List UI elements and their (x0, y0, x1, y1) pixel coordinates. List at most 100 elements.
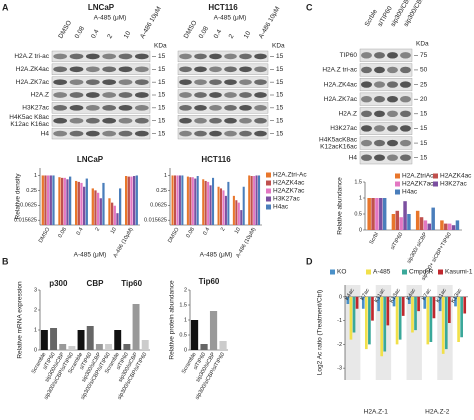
x-tick-label: 2 (95, 227, 102, 233)
legend-swatch (366, 269, 371, 275)
bar (125, 176, 128, 225)
x-tick-label: 0.08 (185, 227, 196, 239)
bar (232, 195, 235, 225)
row-label: TIP60 (340, 52, 358, 59)
band (254, 79, 267, 85)
row-label: K12acK16ac (320, 143, 358, 150)
band (102, 66, 117, 73)
band (134, 79, 149, 85)
band (118, 117, 133, 124)
y-tick-label: 2 (34, 307, 37, 313)
panel-letter: D (306, 256, 313, 266)
bar (248, 175, 251, 225)
bar (395, 210, 400, 230)
band (209, 53, 222, 60)
bar (58, 177, 61, 225)
blot-strip (359, 107, 413, 121)
bar (41, 175, 44, 225)
x-tick-label: K4ac (406, 288, 418, 302)
band (361, 139, 372, 147)
bar (97, 192, 100, 225)
bar (61, 177, 64, 225)
blot-strip (359, 121, 413, 135)
y-axis-label: Relative protein abundance (169, 280, 176, 360)
marker-label: 15 (276, 105, 284, 112)
band (387, 66, 398, 74)
band (53, 105, 68, 111)
legend-swatch (266, 204, 271, 210)
band (361, 52, 372, 59)
bar (217, 186, 220, 225)
band (194, 79, 207, 85)
band (209, 92, 222, 98)
legend-label: H2AZK7ac (273, 188, 305, 195)
band (224, 79, 237, 85)
y-tick-label: 0.015625 (144, 218, 167, 224)
band (374, 110, 385, 118)
band (53, 53, 68, 60)
bar (173, 175, 177, 225)
band (374, 52, 385, 59)
bar (222, 190, 225, 225)
y-tick-label: 1.5 (354, 179, 362, 185)
band (400, 154, 411, 161)
bar (123, 344, 131, 350)
lane-label: 0.4 (90, 28, 101, 40)
bar (419, 217, 424, 230)
row-label: H2A.Z (339, 111, 357, 118)
band (194, 130, 207, 137)
band (102, 105, 117, 111)
lane-label: A-486 10μM (258, 6, 282, 40)
bar (383, 296, 387, 352)
bar (94, 190, 97, 225)
bar (438, 296, 442, 312)
band (118, 53, 133, 60)
blot-title: HCT116 (208, 3, 238, 12)
band (118, 130, 133, 137)
bar (423, 296, 427, 309)
band (118, 92, 133, 98)
bar (66, 179, 69, 225)
marker-label: 15 (276, 130, 284, 137)
legend-swatch (266, 172, 271, 178)
bar (209, 185, 212, 225)
bar (258, 175, 261, 225)
marker-label: 15 (420, 111, 428, 118)
marker-label: 15 (276, 53, 284, 60)
band (209, 79, 222, 85)
band (102, 117, 117, 124)
band (374, 139, 385, 147)
bar (460, 296, 463, 338)
bar (411, 296, 414, 333)
bar (364, 296, 368, 350)
bar (447, 223, 452, 230)
y-axis-label: Relative density (15, 173, 22, 220)
bar (426, 296, 430, 345)
marker-label: 15 (276, 79, 284, 86)
x-tick-label: 0.4 (76, 227, 85, 237)
band (400, 95, 411, 103)
bar (83, 186, 86, 225)
blot-strip (359, 63, 413, 77)
bar (242, 186, 245, 225)
y-axis-label: Log2 Ac ratio (Treatment/Ctrl) (317, 290, 324, 375)
band (254, 130, 267, 137)
band (53, 130, 68, 137)
bar (135, 175, 138, 225)
x-tick-label: sip300/ siCBP (406, 231, 429, 264)
bar (444, 223, 448, 230)
band (53, 117, 68, 124)
blot-title: LNCaP (88, 3, 115, 12)
band (102, 79, 117, 85)
band (194, 66, 207, 73)
legend-label: Cmpd-R (409, 269, 434, 276)
band (387, 81, 398, 88)
legend-swatch (402, 269, 407, 275)
kda-unit: KDa (272, 43, 285, 50)
blot-strip (177, 89, 269, 101)
row-label: H4 (41, 130, 50, 137)
band (374, 66, 385, 74)
band (239, 92, 252, 98)
y-tick-label: 0.25 (26, 188, 37, 194)
lane-label: A-486 10μM (139, 6, 163, 40)
